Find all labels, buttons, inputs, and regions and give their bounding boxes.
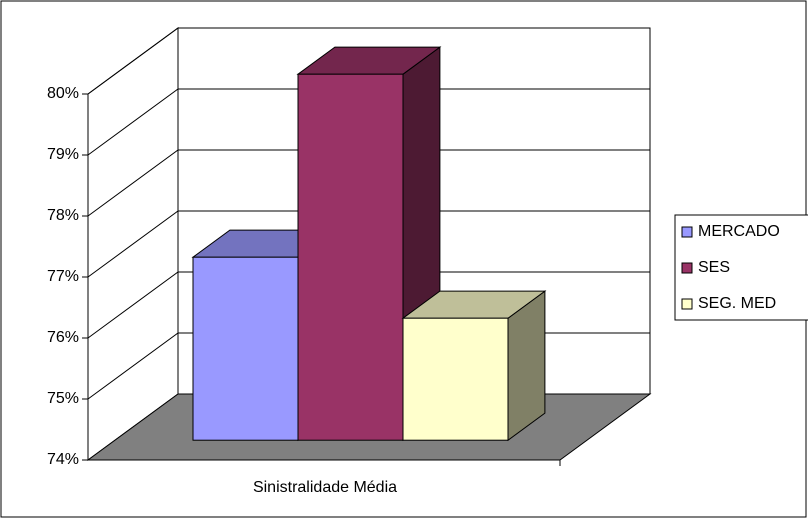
bar	[402, 317, 509, 441]
legend-label: SEG. MED	[698, 295, 776, 312]
y-tick-label: 79%	[47, 146, 79, 163]
y-tick-label: 78%	[47, 207, 79, 224]
bar	[297, 73, 404, 441]
grid-line	[87, 210, 650, 278]
legend-swatch	[681, 226, 693, 238]
legend-box	[674, 214, 808, 321]
legend-swatch	[681, 298, 693, 310]
y-tick-label: 77%	[47, 268, 79, 285]
x-tick-label: Sinistralidade Média	[253, 479, 397, 496]
y-tick-label: 75%	[47, 390, 79, 407]
legend-label: SES	[698, 259, 730, 276]
grid-line	[87, 88, 650, 156]
grid-line	[87, 149, 650, 217]
legend-swatch	[681, 262, 693, 274]
legend-label: MERCADO	[698, 223, 780, 240]
y-tick-label: 76%	[47, 329, 79, 346]
bar	[192, 256, 299, 441]
y-tick-label: 80%	[47, 85, 79, 102]
grid-line	[87, 27, 650, 95]
grid-line	[87, 271, 650, 339]
y-tick-label: 74%	[47, 451, 79, 468]
